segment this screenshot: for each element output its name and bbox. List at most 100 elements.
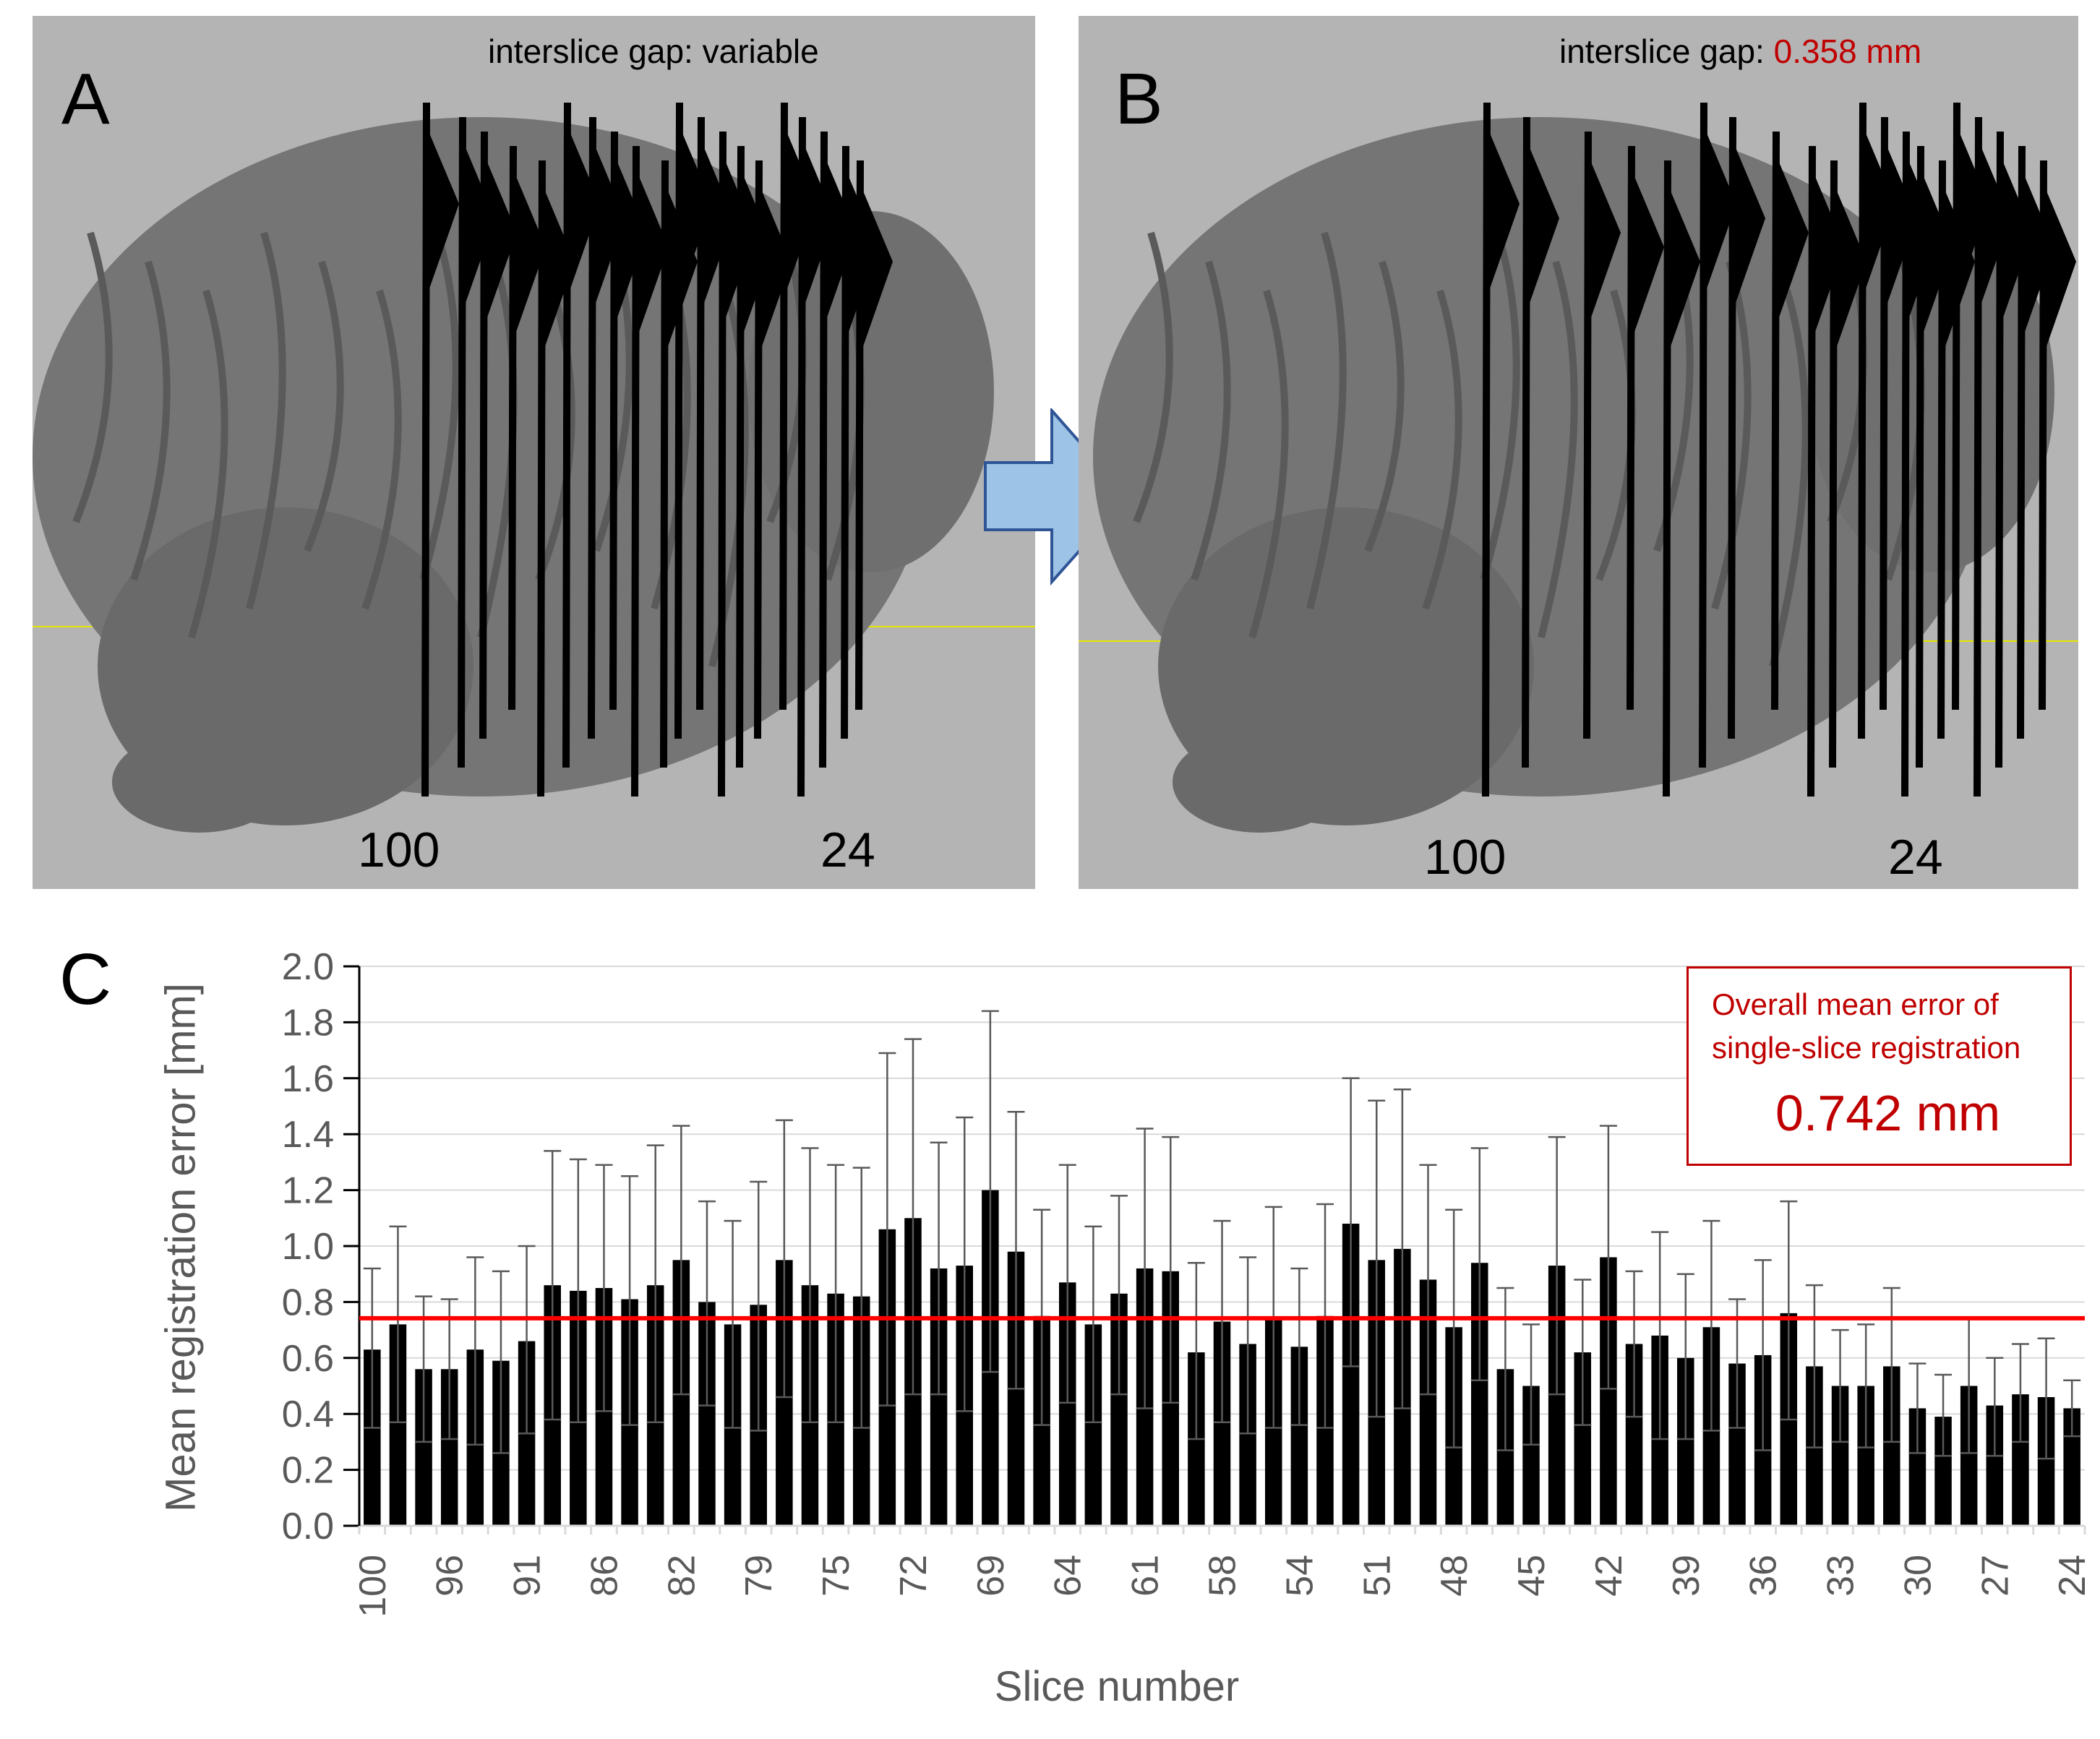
bar <box>698 1302 716 1526</box>
registered-slice-edge <box>1778 160 1809 319</box>
brain-sulcus <box>304 260 344 552</box>
brain-render-a <box>33 103 1035 833</box>
x-tick-label: 72 <box>893 1555 935 1597</box>
bar <box>1548 1266 1566 1526</box>
y-tick-label: 2.0 <box>282 946 334 988</box>
registered-slice-edge <box>2002 160 2033 319</box>
registered-slice <box>736 146 745 768</box>
slice-end-b: 24 <box>1888 830 1943 885</box>
registered-slice-edge <box>1634 175 1664 334</box>
y-tick-label: 1.0 <box>282 1226 334 1268</box>
x-tick-label: 33 <box>1820 1555 1862 1597</box>
panel-a-3d-view: A interslice gap: variable 100 24 <box>33 16 1035 889</box>
bar <box>1110 1293 1128 1526</box>
registered-slice <box>562 103 571 768</box>
registered-slice-edge <box>1706 132 1736 291</box>
registered-slice <box>1880 117 1888 710</box>
registered-slice <box>1771 132 1780 710</box>
x-tick-label: 91 <box>507 1555 549 1597</box>
x-tick-label: 39 <box>1666 1555 1707 1597</box>
registered-slice-edge <box>761 189 792 348</box>
x-tick-label: 61 <box>1125 1555 1167 1597</box>
brain-sulcus <box>130 260 171 581</box>
registered-slice <box>1995 132 2004 768</box>
registered-slice-edge <box>2024 175 2054 334</box>
annotation-line-1: Overall mean error of <box>1712 987 1999 1021</box>
bar <box>1290 1347 1308 1526</box>
bar <box>1600 1257 1617 1526</box>
registered-slice-edge <box>465 146 495 305</box>
registered-slice <box>2017 146 2026 739</box>
registered-slice-edge <box>1735 146 1765 305</box>
gap-value: 0.358 mm <box>1773 33 1922 70</box>
x-tick-label: 86 <box>583 1555 625 1597</box>
bar <box>1883 1366 1900 1526</box>
annotation-text: Overall mean error of single-slice regist… <box>1712 983 2020 1070</box>
bar <box>1934 1417 1952 1526</box>
registered-slice-edge <box>638 175 669 334</box>
y-tick-label: 0.6 <box>282 1338 334 1380</box>
registered-slice <box>696 117 705 710</box>
slice-start-a: 100 <box>358 823 440 877</box>
registered-slice <box>1728 117 1736 739</box>
brain-sulcus <box>246 231 286 610</box>
registered-slice <box>421 103 430 796</box>
registered-slice <box>1952 103 1960 710</box>
y-tick-label: 1.2 <box>282 1170 334 1212</box>
x-tick-label: 45 <box>1511 1555 1553 1597</box>
registered-slice <box>1522 117 1530 768</box>
bar <box>2037 1396 2055 1526</box>
brain-sulcus <box>1306 231 1347 610</box>
gap-value: variable <box>702 33 819 70</box>
bar <box>389 1324 407 1526</box>
registered-slice <box>1663 160 1671 796</box>
brain-render-b <box>1079 103 2078 833</box>
registered-slice <box>674 103 683 739</box>
x-tick-label: 82 <box>661 1555 703 1597</box>
y-tick-label: 1.6 <box>282 1058 334 1100</box>
registered-slice-edge <box>515 175 546 334</box>
registered-slice <box>609 132 618 710</box>
registered-slice <box>1858 103 1867 739</box>
registered-slice <box>779 103 788 710</box>
panel-letter-c: C <box>59 939 112 1020</box>
registered-slice-edge <box>1529 146 1559 305</box>
registered-slice-edge <box>1887 146 1917 305</box>
x-tick-label: 51 <box>1356 1555 1398 1597</box>
brain-sulcus <box>1364 260 1405 552</box>
x-tick-label: 48 <box>1433 1555 1475 1597</box>
x-tick-label: 100 <box>352 1555 394 1618</box>
x-tick-label: 79 <box>738 1555 780 1597</box>
registered-slice-edge <box>1981 146 2011 305</box>
interslice-gap-b: interslice gap: 0.358 mm <box>1559 32 1921 71</box>
x-tick-label: 96 <box>429 1555 471 1597</box>
registered-slice <box>2039 160 2047 710</box>
registered-slice-edge <box>826 160 857 319</box>
mean-error-annotation: Overall mean error of single-slice regist… <box>1687 966 2072 1166</box>
bar <box>1908 1408 1927 1526</box>
bar <box>1960 1386 1978 1526</box>
y-tick-label: 0.4 <box>282 1394 334 1435</box>
x-tick-label: 27 <box>1974 1555 2016 1597</box>
registered-slice <box>458 117 466 768</box>
registered-slice-edge <box>570 132 600 291</box>
brain-sulcus <box>361 289 402 610</box>
bar-chart: 0.0 0.2 0.4 0.6 0.8 1.0 1.2 1.4 1.6 1.8 2.0 100 96 91… <box>282 946 2093 1618</box>
brain-sulcus <box>1480 231 1520 581</box>
brain-frontal-lobe <box>1809 211 2054 572</box>
slice-start-b: 100 <box>1424 830 1507 885</box>
bar <box>1239 1344 1256 1526</box>
bar <box>1574 1352 1592 1526</box>
registered-slice-edge <box>682 132 712 291</box>
x-tick-label: 58 <box>1202 1555 1244 1597</box>
registered-slice <box>754 160 763 739</box>
interslice-gap-a: interslice gap: variable <box>488 32 819 71</box>
registered-slice <box>797 117 806 796</box>
registered-slice <box>537 160 546 796</box>
bar <box>1831 1386 1849 1526</box>
panel-b-3d-view: B interslice gap: 0.358 mm 100 24 <box>1079 16 2078 889</box>
brain-sulcus <box>535 289 575 581</box>
bar <box>1058 1282 1076 1526</box>
registered-slice <box>1807 146 1816 796</box>
brain-sulcus <box>72 231 113 523</box>
